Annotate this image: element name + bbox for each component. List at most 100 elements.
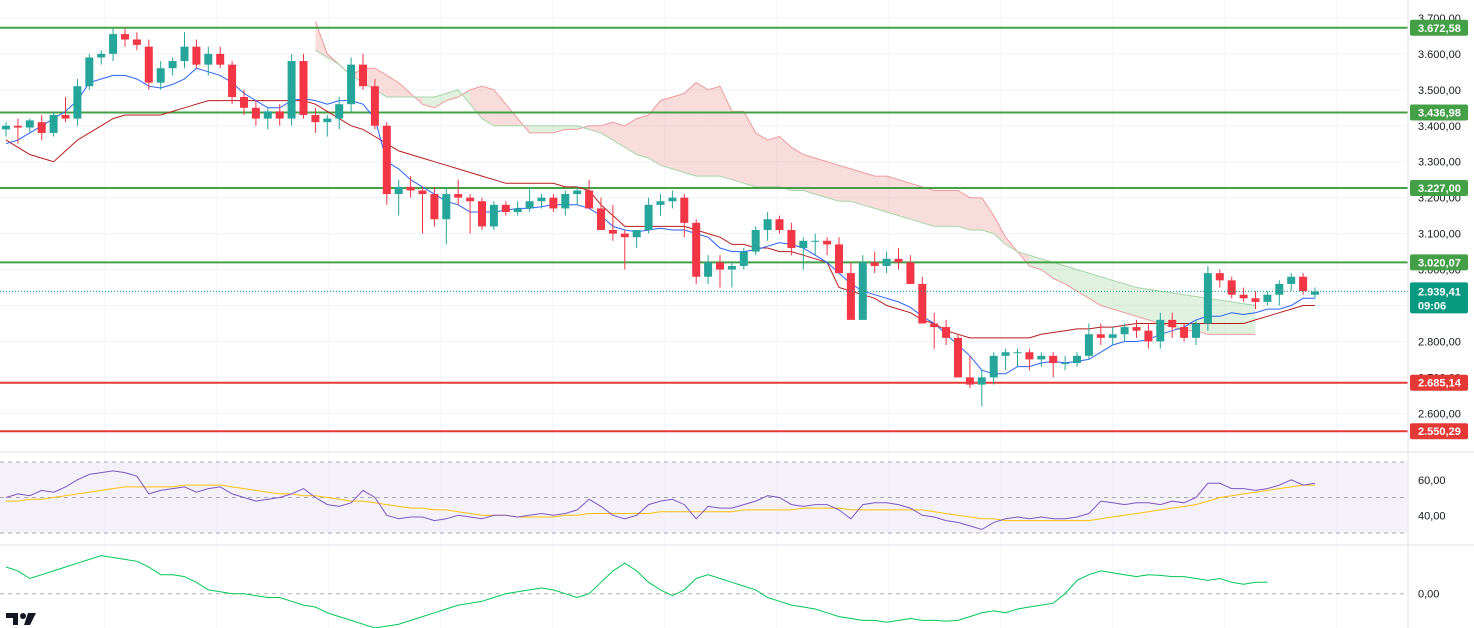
candle-up xyxy=(1156,312,1165,349)
candle-down xyxy=(418,186,427,234)
candle-body xyxy=(1013,352,1022,354)
candle-body xyxy=(466,197,475,202)
candle-down xyxy=(846,262,855,320)
candle-up xyxy=(537,194,546,209)
candle-body xyxy=(1132,327,1141,331)
level-label-text: 3.672,58 xyxy=(1418,23,1461,35)
price-tick-label: 3.500,00 xyxy=(1418,85,1461,97)
candle-body xyxy=(549,197,558,209)
candle-body xyxy=(394,186,403,195)
candle-up xyxy=(73,79,82,126)
candle-body xyxy=(906,262,915,284)
candle-body xyxy=(501,204,510,213)
candle-up xyxy=(180,32,189,69)
cloud-segment xyxy=(779,136,792,191)
candle-down xyxy=(311,107,320,133)
candle-body xyxy=(1049,355,1058,364)
candle-body xyxy=(739,251,748,266)
candle-body xyxy=(930,323,939,328)
candle-body xyxy=(430,194,439,220)
cloud-segment xyxy=(672,93,685,173)
candle-up xyxy=(335,96,344,130)
candle-down xyxy=(965,355,974,389)
candle-up xyxy=(287,53,296,126)
candle-body xyxy=(168,61,177,69)
momentum-line xyxy=(5,555,1268,628)
candle-up xyxy=(204,46,213,76)
candle-body xyxy=(406,186,415,191)
candle-up xyxy=(561,190,570,216)
candle-body xyxy=(1239,294,1248,299)
candle-body xyxy=(2,125,10,130)
candle-body xyxy=(1192,323,1200,338)
candle-down xyxy=(906,255,915,284)
cloud-segment xyxy=(684,82,697,177)
candle-up xyxy=(632,230,641,248)
candle-down xyxy=(608,204,617,241)
candle-body xyxy=(858,262,867,320)
cloud-segment xyxy=(1053,262,1066,284)
candle-body xyxy=(799,240,808,248)
price-tick-label: 3.600,00 xyxy=(1418,49,1461,61)
candle-up xyxy=(989,352,998,385)
candle-body xyxy=(489,204,498,227)
candle-body xyxy=(942,327,951,338)
candle-body xyxy=(882,258,891,266)
candle-body xyxy=(287,61,296,119)
candle-down xyxy=(620,230,629,270)
candle-body xyxy=(97,53,106,58)
cloud-segment xyxy=(589,125,601,133)
cloud-segment xyxy=(470,86,482,119)
candle-body xyxy=(1120,327,1129,335)
candle-up xyxy=(1287,273,1296,292)
candle-body xyxy=(1263,294,1272,302)
current-price-box xyxy=(1410,282,1468,314)
candle-body xyxy=(870,262,879,266)
momentum-tick-label: 0,00 xyxy=(1418,589,1439,601)
candle-up xyxy=(882,251,891,274)
candle-down xyxy=(1144,323,1153,349)
candle-down xyxy=(1132,319,1141,338)
candle-body xyxy=(954,337,962,378)
candle-body xyxy=(977,377,986,385)
candle-up xyxy=(1120,323,1129,342)
cloud-segment xyxy=(541,125,554,133)
candle-body xyxy=(704,262,713,277)
candle-down xyxy=(716,255,724,288)
candle-up xyxy=(644,197,653,234)
cloud-segment xyxy=(529,125,542,133)
candle-body xyxy=(1084,334,1093,356)
candle-body xyxy=(751,230,760,252)
cloud-segment xyxy=(493,89,506,126)
tradingview-logo-icon[interactable] xyxy=(6,611,40,627)
candle-body xyxy=(204,53,213,65)
rsi-tick-label: 60,00 xyxy=(1418,475,1446,487)
candle-down xyxy=(1049,352,1058,378)
candle-body xyxy=(37,122,46,133)
candle-body xyxy=(561,194,570,209)
candle-up xyxy=(85,53,94,90)
candle-body xyxy=(49,114,58,133)
level-label-text: 2.550,29 xyxy=(1418,426,1461,438)
candle-body xyxy=(323,118,332,123)
candle-body xyxy=(656,201,665,205)
candle-down xyxy=(1227,276,1236,299)
cloud-segment xyxy=(958,190,970,231)
candle-up xyxy=(1275,280,1284,306)
candle-down xyxy=(1180,323,1189,342)
level-label: 3.672,58 xyxy=(1410,19,1468,36)
cloud-segment xyxy=(1100,276,1113,310)
candle-body xyxy=(894,258,903,263)
candle-down xyxy=(144,39,153,90)
candle-body xyxy=(775,219,784,231)
candle-body xyxy=(727,265,736,270)
candle-up xyxy=(763,212,772,241)
candle-body xyxy=(763,219,772,231)
candle-body xyxy=(989,355,998,378)
candle-body xyxy=(263,111,272,119)
candle-down xyxy=(585,179,594,209)
cloud-segment xyxy=(946,190,958,227)
candle-down xyxy=(918,276,927,324)
cloud-segment xyxy=(708,86,720,177)
